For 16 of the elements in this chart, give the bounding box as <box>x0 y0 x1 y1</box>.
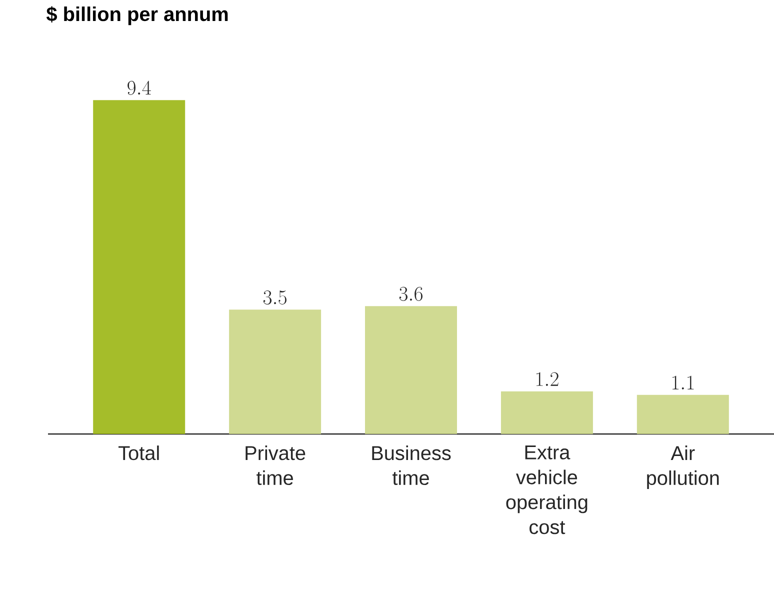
bar <box>500 391 593 434</box>
x-tick-label: Private time <box>246 446 306 486</box>
bar <box>636 394 729 434</box>
data-label: 9.4 <box>128 80 151 95</box>
data-label: 3.6 <box>399 286 422 301</box>
bar <box>365 306 458 434</box>
x-tick-label: Total <box>118 446 159 460</box>
bar <box>229 310 322 434</box>
x-tick-label: Air pollution <box>647 446 719 490</box>
bar <box>93 100 186 434</box>
data-label: 1 . 1 <box>672 376 694 390</box>
chart-title: $ billion per annum <box>46 6 228 26</box>
x-tick-label: Extra vehicle operating cost <box>506 446 588 534</box>
data-label: 1 .2 <box>536 372 558 386</box>
data-label: 3.5 <box>263 290 286 304</box>
x-tick-label: Business time <box>372 446 451 486</box>
